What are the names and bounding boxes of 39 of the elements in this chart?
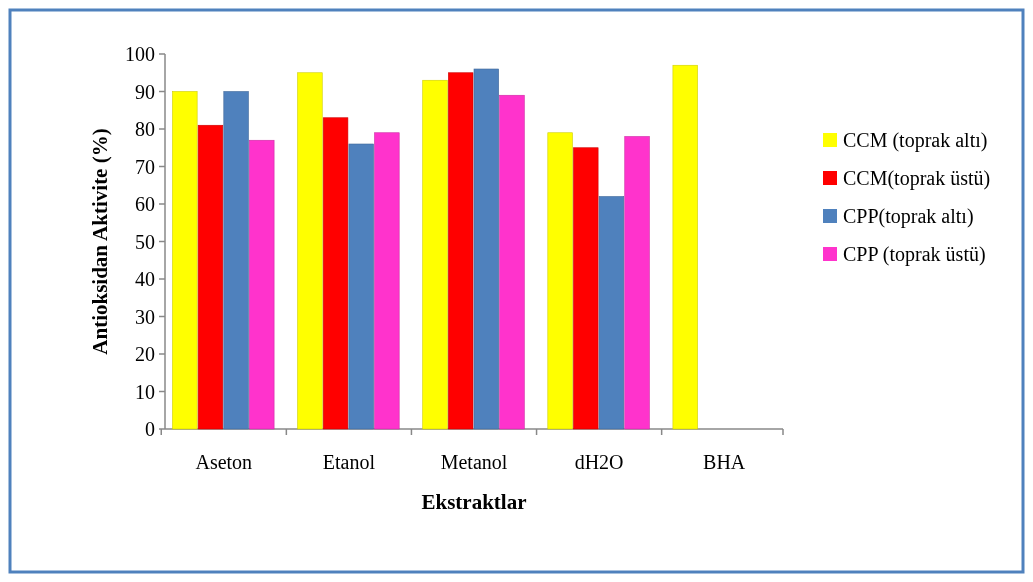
y-tick-label: 50 [135,230,155,253]
x-tick-label: Etanol [322,451,376,473]
bar [223,91,249,430]
y-tick-label: 80 [135,118,155,140]
bar [598,196,625,430]
y-axis-title: Antioksidan Aktivite (%) [88,128,112,355]
bar [473,68,499,430]
bar [348,143,374,430]
bar [547,132,573,430]
bar [573,147,599,430]
y-tick-label: 60 [135,193,155,215]
y-tick-label: 40 [135,268,155,290]
y-tick-label: 30 [135,305,155,328]
x-tick-label: dH2O [574,451,624,473]
legend-label: CPP(toprak altı) [843,205,974,228]
legend-label: CCM (toprak altı) [843,129,988,152]
bar [624,136,650,430]
x-tick-label: BHA [703,451,746,473]
bar [374,132,400,430]
bar [297,72,323,430]
y-tick-label: 70 [135,155,155,178]
bar [422,79,448,430]
x-tick-label: Metanol [440,451,508,473]
bar [197,124,224,430]
x-tick-label: Aseton [195,451,253,473]
bar [249,139,275,430]
bar [448,72,474,430]
bar [672,64,698,430]
y-tick-label: 20 [135,343,155,365]
y-tick-label: 10 [135,380,155,403]
bar [172,91,198,430]
bar [322,117,349,430]
bar [499,94,525,430]
x-axis-title: Ekstraktlar [421,490,527,514]
y-tick-label: 90 [135,80,155,103]
legend-label: CPP (toprak üstü) [843,243,986,266]
legend-label: CCM(toprak üstü) [843,167,991,190]
y-tick-label: 100 [125,43,155,65]
y-tick-label: 0 [145,418,155,440]
